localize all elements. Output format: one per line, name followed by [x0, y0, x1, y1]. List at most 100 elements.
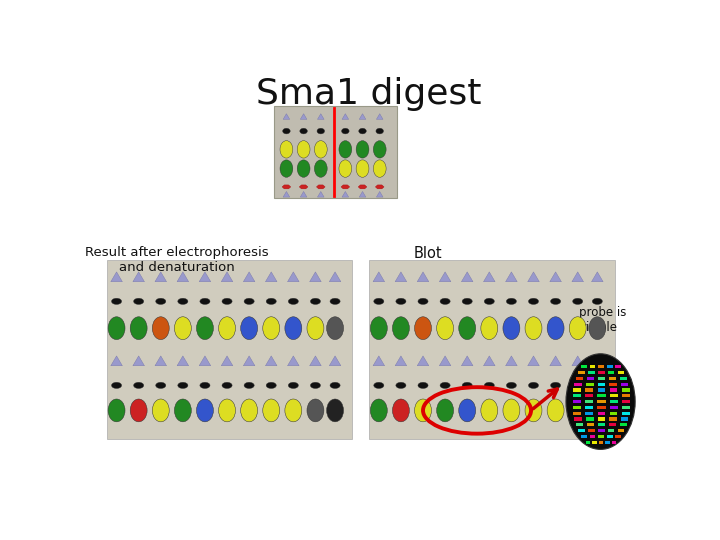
FancyBboxPatch shape	[578, 429, 585, 433]
Ellipse shape	[339, 141, 352, 158]
Text: probe is
visible: probe is visible	[580, 306, 626, 334]
Polygon shape	[439, 356, 451, 366]
Polygon shape	[155, 272, 166, 282]
FancyBboxPatch shape	[616, 365, 621, 368]
FancyBboxPatch shape	[618, 371, 624, 374]
FancyBboxPatch shape	[598, 406, 606, 409]
Ellipse shape	[396, 382, 406, 388]
Circle shape	[300, 129, 307, 134]
FancyBboxPatch shape	[572, 406, 581, 409]
FancyBboxPatch shape	[621, 388, 629, 392]
Ellipse shape	[307, 399, 324, 422]
FancyBboxPatch shape	[598, 400, 606, 403]
Ellipse shape	[285, 317, 302, 340]
Polygon shape	[287, 356, 299, 366]
Ellipse shape	[589, 399, 606, 422]
Polygon shape	[300, 114, 307, 119]
Ellipse shape	[263, 399, 279, 422]
Ellipse shape	[593, 382, 603, 388]
Circle shape	[376, 129, 384, 134]
Ellipse shape	[356, 141, 369, 158]
Polygon shape	[377, 114, 383, 119]
Ellipse shape	[197, 317, 213, 340]
Ellipse shape	[528, 382, 539, 388]
Ellipse shape	[153, 399, 169, 422]
Ellipse shape	[593, 298, 603, 305]
Polygon shape	[310, 356, 321, 366]
Ellipse shape	[240, 399, 258, 422]
Polygon shape	[505, 356, 517, 366]
Circle shape	[317, 129, 325, 134]
Ellipse shape	[244, 382, 254, 388]
Polygon shape	[317, 185, 325, 189]
Polygon shape	[484, 272, 495, 282]
Ellipse shape	[572, 382, 582, 388]
Ellipse shape	[315, 160, 327, 177]
Ellipse shape	[485, 382, 495, 388]
Polygon shape	[282, 185, 291, 189]
Ellipse shape	[222, 382, 232, 388]
FancyBboxPatch shape	[606, 441, 610, 444]
FancyBboxPatch shape	[608, 371, 614, 374]
FancyBboxPatch shape	[598, 365, 604, 368]
Ellipse shape	[200, 382, 210, 388]
Polygon shape	[359, 185, 367, 189]
Ellipse shape	[339, 160, 352, 177]
Ellipse shape	[525, 317, 542, 340]
Ellipse shape	[297, 160, 310, 177]
Ellipse shape	[373, 141, 386, 158]
Ellipse shape	[551, 298, 561, 305]
FancyBboxPatch shape	[598, 388, 606, 392]
Circle shape	[359, 129, 366, 134]
Ellipse shape	[112, 382, 122, 388]
FancyBboxPatch shape	[369, 260, 615, 439]
Ellipse shape	[392, 399, 410, 422]
FancyBboxPatch shape	[598, 382, 606, 386]
Ellipse shape	[396, 298, 406, 305]
Ellipse shape	[572, 298, 582, 305]
FancyBboxPatch shape	[588, 371, 595, 374]
Circle shape	[283, 129, 290, 134]
Ellipse shape	[547, 317, 564, 340]
FancyBboxPatch shape	[598, 371, 605, 374]
Ellipse shape	[440, 298, 450, 305]
Polygon shape	[528, 272, 539, 282]
Polygon shape	[395, 272, 407, 282]
Ellipse shape	[266, 382, 276, 388]
Ellipse shape	[330, 382, 340, 388]
Polygon shape	[572, 272, 583, 282]
Polygon shape	[439, 272, 451, 282]
FancyBboxPatch shape	[593, 441, 597, 444]
FancyBboxPatch shape	[586, 417, 593, 421]
Ellipse shape	[370, 399, 387, 422]
FancyBboxPatch shape	[572, 400, 580, 403]
FancyBboxPatch shape	[585, 388, 593, 392]
FancyBboxPatch shape	[588, 429, 595, 433]
FancyBboxPatch shape	[576, 423, 583, 427]
Ellipse shape	[418, 382, 428, 388]
Polygon shape	[111, 356, 122, 366]
Ellipse shape	[327, 317, 343, 340]
Polygon shape	[342, 114, 348, 119]
Ellipse shape	[459, 399, 476, 422]
Ellipse shape	[506, 298, 516, 305]
FancyBboxPatch shape	[107, 260, 352, 439]
Polygon shape	[329, 356, 341, 366]
FancyBboxPatch shape	[599, 441, 603, 444]
FancyBboxPatch shape	[620, 377, 626, 380]
FancyBboxPatch shape	[610, 411, 618, 415]
FancyBboxPatch shape	[586, 441, 590, 444]
FancyBboxPatch shape	[581, 435, 587, 438]
FancyBboxPatch shape	[610, 406, 618, 409]
FancyBboxPatch shape	[608, 377, 616, 380]
Polygon shape	[377, 192, 383, 197]
Polygon shape	[395, 356, 407, 366]
FancyBboxPatch shape	[585, 400, 593, 403]
FancyBboxPatch shape	[575, 417, 582, 421]
Polygon shape	[266, 272, 277, 282]
Ellipse shape	[280, 160, 293, 177]
Ellipse shape	[481, 399, 498, 422]
Ellipse shape	[240, 317, 258, 340]
Polygon shape	[572, 356, 583, 366]
FancyBboxPatch shape	[598, 417, 606, 421]
